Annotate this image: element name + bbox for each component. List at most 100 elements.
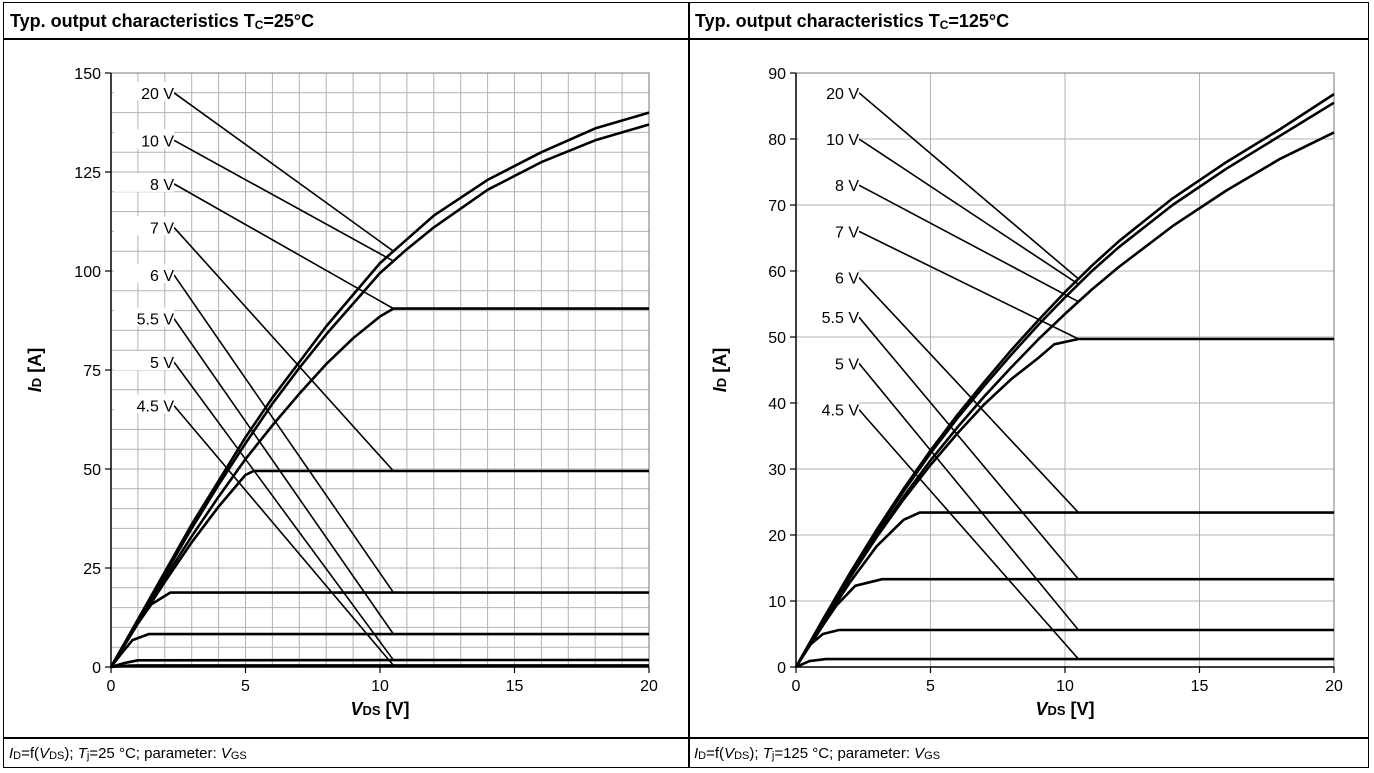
- chart-25c: 0 25 50 75 100 125 150 0 5 10 15 20 VDS [V] ID [A] 20 …: [25, 66, 658, 719]
- x-axis-title: VDS [V]: [1035, 699, 1094, 719]
- leader-line: [858, 230, 1079, 340]
- y-tick-label: 50: [768, 330, 786, 347]
- series-label: 10 V: [141, 133, 174, 150]
- chart-title-25c: Typ. output characteristics TC=25°C: [10, 11, 315, 32]
- leader-line: [173, 405, 395, 666]
- y-tick-label: 40: [768, 396, 786, 413]
- y-tick-label: 25: [83, 561, 101, 578]
- series-label: 4.5 V: [822, 403, 860, 420]
- series-label-bg: [114, 129, 174, 149]
- series-label: 4.5 V: [137, 399, 175, 416]
- series-label-bg: [799, 306, 859, 326]
- leader-line: [858, 92, 1079, 280]
- series-label-bg: [799, 174, 859, 194]
- curve-10-V: [109, 123, 650, 668]
- x-tick-label: 15: [506, 678, 524, 695]
- y-tick-label: 90: [768, 66, 786, 83]
- leader-line: [173, 92, 394, 252]
- series-label: 20 V: [141, 86, 174, 103]
- series-label-bg: [114, 172, 174, 192]
- y-tick-label: 0: [92, 660, 101, 677]
- y-tick-label: 60: [768, 264, 786, 281]
- series-label: 6 V: [835, 271, 859, 288]
- series-label-bg: [114, 351, 174, 371]
- series-label: 5.5 V: [822, 310, 860, 327]
- series-label-bg: [799, 398, 859, 418]
- series-label-bg: [114, 263, 174, 283]
- series-label: 8 V: [835, 178, 859, 195]
- series-label: 7 V: [835, 224, 859, 241]
- chart-125c: 0 10 20 30 40 50 60 70 80 90 0 5 10 15 20 VDS [V] ID [A]…: [710, 66, 1343, 719]
- series-label: 20 V: [826, 86, 859, 103]
- title-divider: [4, 38, 1368, 40]
- y-tick-label: 125: [74, 165, 101, 182]
- x-tick-label: 0: [792, 678, 801, 695]
- series-label-bg: [114, 216, 174, 236]
- leader-line: [858, 409, 1080, 660]
- leader-line: [173, 361, 395, 661]
- x-tick-label: 15: [1191, 678, 1209, 695]
- series-label-bg: [114, 394, 174, 414]
- leader-line: [858, 316, 1080, 580]
- y-tick-label: 80: [768, 132, 786, 149]
- y-tick-label: 20: [768, 528, 786, 545]
- curve-20-V: [109, 111, 650, 668]
- series-label-bg: [799, 352, 859, 372]
- series-label: 5 V: [150, 355, 174, 372]
- leader-line: [173, 274, 395, 594]
- x-tick-label: 20: [640, 678, 658, 695]
- y-tick-label: 50: [83, 462, 101, 479]
- y-axis-title: ID [A]: [710, 348, 730, 392]
- curve-5-V: [794, 628, 1334, 668]
- series-label: 10 V: [826, 132, 859, 149]
- x-axis-title: VDS [V]: [350, 699, 409, 719]
- caption-divider: [4, 737, 1368, 739]
- series-label: 8 V: [150, 177, 174, 194]
- x-tick-label: 10: [371, 678, 389, 695]
- y-tick-label: 150: [74, 66, 101, 83]
- y-tick-label: 75: [83, 363, 101, 380]
- series-label-bg: [114, 307, 174, 327]
- x-tick-label: 5: [241, 678, 250, 695]
- curve-6-V: [109, 591, 649, 668]
- leader-line: [858, 362, 1080, 631]
- series-label-bg: [114, 81, 174, 101]
- y-tick-label: 0: [777, 660, 786, 677]
- leader-line: [173, 318, 395, 635]
- series-label-bg: [799, 220, 859, 240]
- caption-25c: ID=f(VDS); Tj=25 °C; parameter: VGS: [9, 745, 247, 762]
- curve-4-5-V: [795, 657, 1334, 669]
- leader-line: [173, 139, 394, 262]
- caption-125c: ID=f(VDS); Tj=125 °C; parameter: VGS: [694, 745, 941, 762]
- series-label: 5 V: [835, 356, 859, 373]
- series-label: 7 V: [150, 220, 174, 237]
- curve-10-V: [794, 101, 1335, 668]
- leader-line: [173, 226, 395, 472]
- x-tick-label: 20: [1325, 678, 1343, 695]
- x-tick-label: 10: [1056, 678, 1074, 695]
- y-tick-label: 70: [768, 198, 786, 215]
- panel-divider: [688, 3, 690, 767]
- series-label: 5.5 V: [137, 312, 175, 329]
- figure-frame: Typ. output characteristics TC=25°C Typ.…: [3, 2, 1369, 768]
- series-label-bg: [799, 266, 859, 286]
- leader-line: [858, 277, 1080, 514]
- x-tick-label: 0: [107, 678, 116, 695]
- y-tick-label: 30: [768, 462, 786, 479]
- series-label-bg: [799, 81, 859, 101]
- y-axis-title: ID [A]: [25, 348, 45, 392]
- curve-5-5-V: [109, 632, 649, 668]
- chart-title-125c: Typ. output characteristics TC=125°C: [695, 11, 1010, 32]
- y-tick-label: 10: [768, 594, 786, 611]
- leader-line: [858, 184, 1079, 303]
- series-label-bg: [799, 128, 859, 147]
- curve-7-V: [794, 337, 1334, 668]
- leader-line: [173, 183, 394, 310]
- curve-8-V: [109, 307, 649, 668]
- leader-line: [858, 138, 1079, 285]
- curve-5-V: [110, 658, 650, 669]
- x-tick-label: 5: [926, 678, 935, 695]
- y-tick-label: 100: [74, 264, 101, 281]
- curve-5-5-V: [794, 577, 1334, 668]
- series-label: 6 V: [150, 268, 174, 285]
